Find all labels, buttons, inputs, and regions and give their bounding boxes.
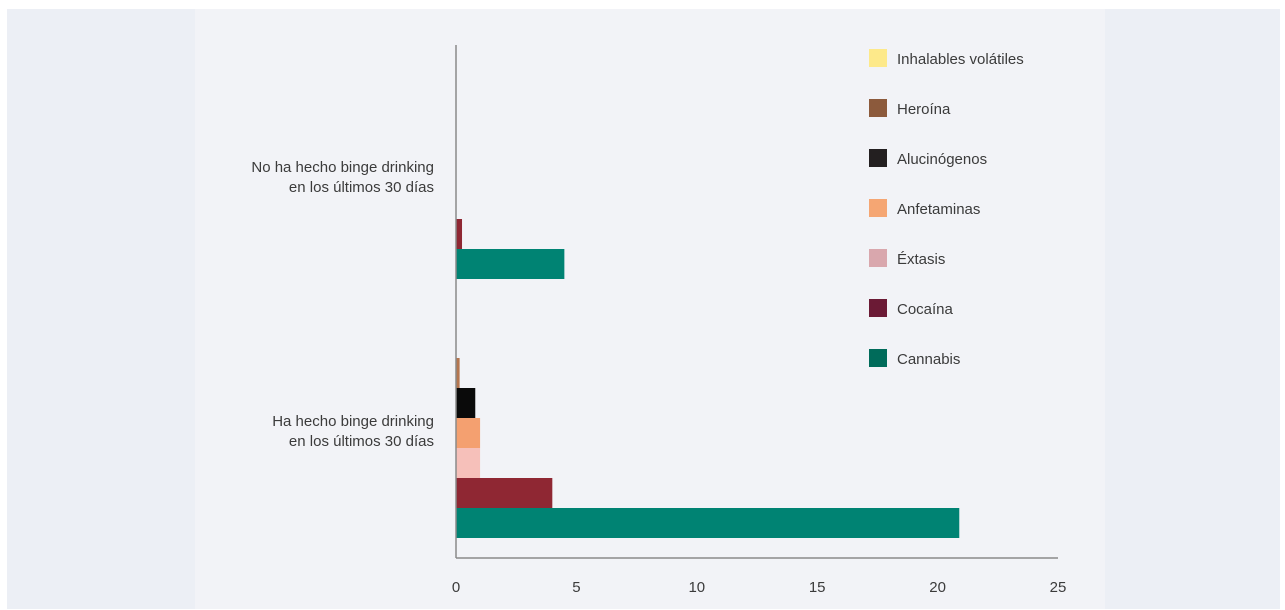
legend-label: Alucinógenos [897, 151, 987, 168]
x-tick-label: 20 [929, 579, 946, 596]
category-label-line1: No ha hecho binge drinking [251, 159, 434, 176]
legend-swatch [869, 199, 887, 217]
legend-label: Cocaína [897, 301, 954, 318]
bar-1-7 [456, 249, 565, 279]
legend-label: Anfetaminas [897, 201, 980, 218]
bar-2-2 [456, 358, 460, 388]
legend-label: Heroína [897, 101, 951, 118]
x-tick-labels: 0 5 10 15 20 25 [452, 579, 1067, 596]
legend: Inhalables volátiles Heroína Alucinógenos A… [869, 49, 1024, 368]
bar-2-7 [456, 508, 960, 538]
bar-1-6 [456, 219, 463, 249]
bar-2-5 [456, 448, 481, 478]
axes-group [455, 45, 1058, 559]
legend-swatch [869, 49, 887, 67]
x-tick-label: 15 [809, 579, 826, 596]
bar-2-4 [456, 418, 481, 448]
legend-swatch [869, 149, 887, 167]
bar-2-3 [456, 388, 476, 418]
legend-swatch [869, 249, 887, 267]
legend-swatch [869, 299, 887, 317]
category-labels: No ha hecho binge drinking en los últimos… [251, 159, 434, 450]
legend-label: Cannabis [897, 351, 960, 368]
legend-swatch [869, 99, 887, 117]
bar-2-6 [456, 478, 553, 508]
category-label-line2: en los últimos 30 días [289, 433, 434, 450]
x-tick-label: 0 [452, 579, 460, 596]
x-tick-label: 10 [688, 579, 705, 596]
legend-swatch [869, 349, 887, 367]
legend-label: Éxtasis [897, 251, 945, 268]
category-label-line1: Ha hecho binge drinking [272, 413, 434, 430]
x-tick-label: 5 [572, 579, 580, 596]
bars-group [456, 219, 960, 538]
category-label-line2: en los últimos 30 días [289, 179, 434, 196]
x-tick-label: 25 [1050, 579, 1067, 596]
legend-label: Inhalables volátiles [897, 51, 1024, 68]
